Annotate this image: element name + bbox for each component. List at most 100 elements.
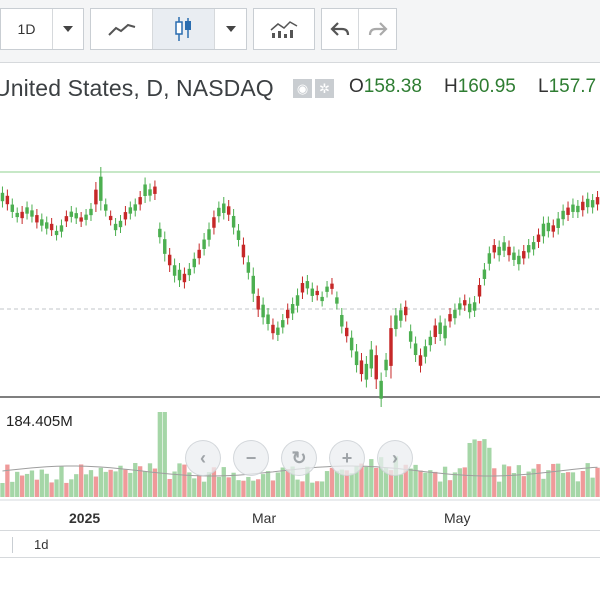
candle-body[interactable]	[133, 204, 137, 211]
candle-body[interactable]	[413, 343, 418, 356]
candle-body[interactable]	[104, 204, 108, 211]
scroll-left-icon[interactable]: ‹	[185, 440, 221, 476]
candle-body[interactable]	[517, 255, 521, 265]
candle-body[interactable]	[251, 275, 255, 294]
scroll-right-icon[interactable]: ›	[377, 440, 413, 476]
candle-body[interactable]	[84, 214, 88, 220]
gear-icon[interactable]: ✲	[315, 79, 334, 98]
candle-body[interactable]	[94, 189, 98, 205]
candle-body[interactable]	[325, 286, 329, 292]
candle-body[interactable]	[305, 281, 310, 289]
candle-body[interactable]	[389, 328, 393, 366]
candle-body[interactable]	[551, 225, 555, 232]
candle-body[interactable]	[217, 207, 221, 217]
candle-body[interactable]	[148, 189, 152, 196]
candle-body[interactable]	[315, 290, 319, 296]
candle-body[interactable]	[236, 230, 241, 240]
candle-body[interactable]	[74, 213, 78, 219]
candle-body[interactable]	[320, 296, 324, 302]
zoom-out-icon[interactable]: −	[233, 440, 269, 476]
candle-body[interactable]	[128, 207, 133, 214]
candle-body[interactable]	[438, 322, 442, 335]
candle-body[interactable]	[167, 254, 172, 266]
candle-body[interactable]	[482, 269, 487, 279]
candle-body[interactable]	[497, 246, 501, 256]
eye-icon[interactable]: ◉	[293, 79, 312, 98]
candle-body[interactable]	[526, 245, 531, 253]
candle-body[interactable]	[404, 306, 408, 316]
candle-body[interactable]	[458, 303, 462, 310]
candle-body[interactable]	[143, 184, 147, 197]
candle-body[interactable]	[384, 359, 388, 371]
candle-body[interactable]	[399, 310, 403, 321]
candle-body[interactable]	[89, 208, 93, 216]
candle-body[interactable]	[187, 268, 192, 276]
candle-body[interactable]	[536, 234, 541, 242]
candle-body[interactable]	[467, 303, 472, 313]
candle-body[interactable]	[197, 249, 201, 259]
candle-body[interactable]	[231, 215, 236, 228]
candle-body[interactable]	[40, 219, 44, 226]
candle-body[interactable]	[477, 284, 482, 297]
candle-body[interactable]	[374, 355, 378, 380]
candle-body[interactable]	[20, 211, 24, 219]
candle-body[interactable]	[138, 197, 142, 205]
indicators-button[interactable]	[253, 8, 315, 50]
candle-body[interactable]	[182, 273, 187, 283]
candle-body[interactable]	[433, 325, 437, 338]
candle-body[interactable]	[359, 360, 364, 375]
candle-body[interactable]	[192, 258, 196, 268]
candle-body[interactable]	[354, 351, 359, 366]
candle-body[interactable]	[266, 314, 270, 324]
candle-body[interactable]	[261, 304, 265, 318]
candle-body[interactable]	[418, 355, 423, 366]
candle-body[interactable]	[576, 205, 580, 213]
line-chart-icon[interactable]	[91, 9, 153, 49]
candle-body[interactable]	[108, 215, 113, 221]
candle-body[interactable]	[364, 363, 369, 380]
candle-body[interactable]	[35, 215, 39, 223]
candle-body[interactable]	[345, 327, 349, 337]
candle-body[interactable]	[158, 228, 162, 238]
candle-body[interactable]	[163, 239, 167, 254]
candle-body[interactable]	[59, 225, 64, 232]
candle-body[interactable]	[472, 302, 477, 311]
candle-body[interactable]	[5, 195, 10, 205]
candle-body[interactable]	[423, 346, 428, 357]
candle-body[interactable]	[310, 288, 315, 296]
interval-value[interactable]: 1D	[1, 9, 53, 49]
candle-body[interactable]	[463, 300, 467, 306]
candle-body[interactable]	[285, 309, 290, 319]
candle-body[interactable]	[153, 186, 157, 194]
candle-body[interactable]	[349, 337, 354, 351]
candle-body[interactable]	[54, 230, 59, 236]
candle-body[interactable]	[330, 283, 334, 289]
candle-body[interactable]	[276, 327, 280, 335]
candle-body[interactable]	[379, 380, 383, 399]
candle-body[interactable]	[45, 222, 49, 229]
candle-body[interactable]	[512, 252, 516, 260]
redo-icon[interactable]	[359, 9, 396, 49]
candle-body[interactable]	[281, 320, 285, 328]
candle-body[interactable]	[443, 325, 447, 339]
candle-body[interactable]	[226, 206, 231, 215]
candle-body[interactable]	[222, 203, 226, 213]
candle-body[interactable]	[10, 204, 15, 212]
candle-body[interactable]	[15, 212, 19, 218]
candle-body[interactable]	[595, 197, 600, 205]
candle-body[interactable]	[522, 251, 526, 259]
candle-body[interactable]	[487, 253, 492, 264]
candle-body[interactable]	[69, 211, 74, 217]
candlestick-icon[interactable]	[153, 9, 215, 49]
candle-body[interactable]	[300, 283, 305, 293]
zoom-in-icon[interactable]: +	[329, 440, 365, 476]
candle-body[interactable]	[290, 304, 295, 314]
candle-body[interactable]	[541, 223, 546, 237]
candle-body[interactable]	[177, 269, 182, 281]
candle-body[interactable]	[256, 295, 260, 310]
candle-body[interactable]	[546, 222, 551, 232]
candle-body[interactable]	[49, 223, 54, 231]
candle-body[interactable]	[585, 198, 590, 208]
candle-body[interactable]	[369, 349, 374, 369]
chevron-down-icon[interactable]	[215, 9, 246, 49]
